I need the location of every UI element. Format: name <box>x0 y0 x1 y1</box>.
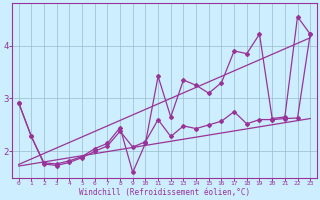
X-axis label: Windchill (Refroidissement éolien,°C): Windchill (Refroidissement éolien,°C) <box>79 188 250 197</box>
